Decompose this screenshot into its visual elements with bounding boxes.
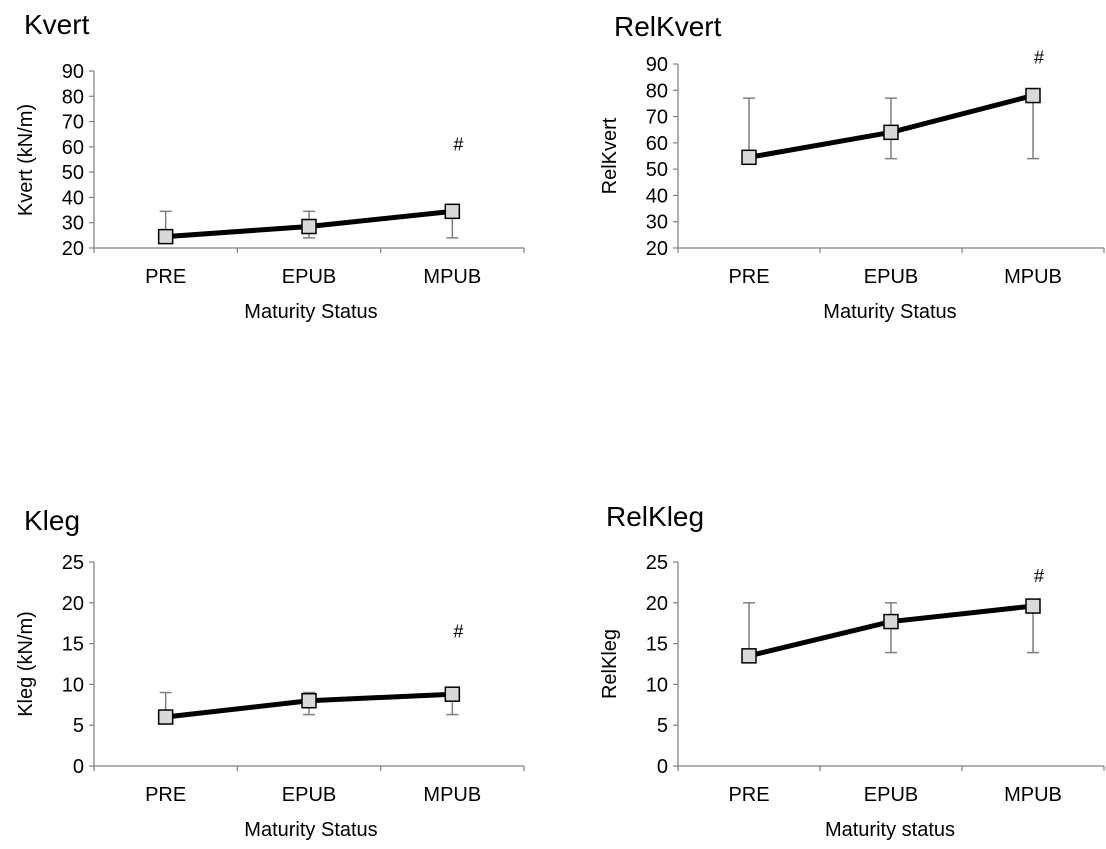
y-tick-label: 60 — [62, 137, 84, 159]
y-tick-label: 5 — [73, 715, 84, 737]
data-point — [301, 218, 317, 235]
y-tick-label: 90 — [62, 61, 84, 83]
x-tick-label: MPUB — [423, 266, 481, 288]
y-tick-label: 0 — [657, 756, 668, 778]
y-tick-label: 50 — [62, 162, 84, 184]
y-axis-title: Kleg (kN/m) — [15, 611, 37, 717]
data-point — [444, 203, 461, 220]
y-tick-label: 5 — [657, 715, 668, 737]
x-axis-title: Maturity Status — [244, 301, 377, 323]
data-point — [1025, 87, 1041, 104]
y-tick-label: 60 — [646, 133, 668, 155]
chart-title: RelKvert — [614, 11, 722, 42]
data-point — [157, 228, 174, 245]
y-tick-label: 80 — [62, 86, 84, 108]
y-tick-label: 90 — [646, 54, 668, 76]
x-tick-label: PRE — [145, 266, 186, 288]
chart-panel-2: RelKvert 20 30 40 50 60 70 80 90 PRE EPUB MPUB Matur… — [599, 11, 1105, 323]
y-tick-label: 20 — [646, 238, 668, 260]
x-tick-label: EPUB — [282, 266, 336, 288]
data-point — [883, 124, 899, 141]
x-axis-title: Maturity Status — [823, 301, 956, 323]
chart-title: Kvert — [24, 9, 90, 40]
chart-title: Kleg — [24, 505, 80, 536]
y-tick-label: 50 — [646, 159, 668, 181]
y-tick-label: 20 — [646, 593, 668, 615]
x-tick-label: EPUB — [864, 266, 918, 288]
y-tick-label: 70 — [646, 107, 668, 129]
data-point — [301, 692, 317, 709]
significance-marker: # — [1034, 47, 1044, 67]
x-tick-label: PRE — [145, 784, 186, 806]
y-tick-label: 40 — [646, 185, 668, 207]
x-axis-title: Maturity Status — [244, 819, 377, 841]
data-point — [741, 149, 757, 166]
y-tick-label: 40 — [62, 187, 84, 209]
data-point — [741, 648, 757, 664]
y-axis-title: RelKvert — [599, 117, 621, 194]
y-tick-label: 20 — [62, 238, 84, 260]
y-tick-label: 0 — [73, 756, 84, 778]
x-tick-label: MPUB — [1004, 266, 1062, 288]
y-tick-label: 10 — [62, 674, 84, 696]
chart-panel-4: RelKleg 0 5 10 15 20 25 PRE EPUB MPUB Maturity sta… — [599, 501, 1105, 841]
data-point — [444, 686, 461, 702]
y-axis-title: RelKleg — [599, 629, 621, 699]
y-tick-label: 70 — [62, 112, 84, 134]
significance-marker: # — [1034, 566, 1044, 586]
y-tick-label: 15 — [646, 634, 668, 656]
significance-marker: # — [453, 134, 463, 154]
y-tick-label: 25 — [646, 552, 668, 574]
data-point — [157, 709, 174, 725]
y-tick-label: 80 — [646, 80, 668, 102]
y-tick-label: 20 — [62, 593, 84, 615]
y-tick-label: 30 — [62, 213, 84, 235]
y-tick-label: 10 — [646, 674, 668, 696]
y-tick-label: 30 — [646, 212, 668, 234]
chart-panel-3: Kleg 0 5 10 15 20 25 PRE EPUB MPUB Maturity Status… — [15, 505, 525, 841]
y-tick-label: 15 — [62, 634, 84, 656]
x-tick-label: EPUB — [864, 784, 918, 806]
x-tick-label: EPUB — [282, 784, 336, 806]
x-tick-label: PRE — [728, 266, 769, 288]
chart-title: RelKleg — [606, 501, 704, 532]
x-tick-label: PRE — [728, 784, 769, 806]
x-tick-label: MPUB — [1004, 784, 1062, 806]
x-axis-title: Maturity status — [825, 819, 955, 841]
y-axis-title: Kvert (kN/m) — [15, 104, 37, 216]
data-point — [883, 613, 899, 630]
chart-panel-1: Kvert 20 30 40 50 60 70 80 90 PRE EPUB MPUB Maturity… — [15, 9, 525, 323]
x-tick-label: MPUB — [423, 784, 481, 806]
y-tick-label: 25 — [62, 552, 84, 574]
data-point — [1025, 598, 1041, 614]
significance-marker: # — [453, 621, 463, 641]
